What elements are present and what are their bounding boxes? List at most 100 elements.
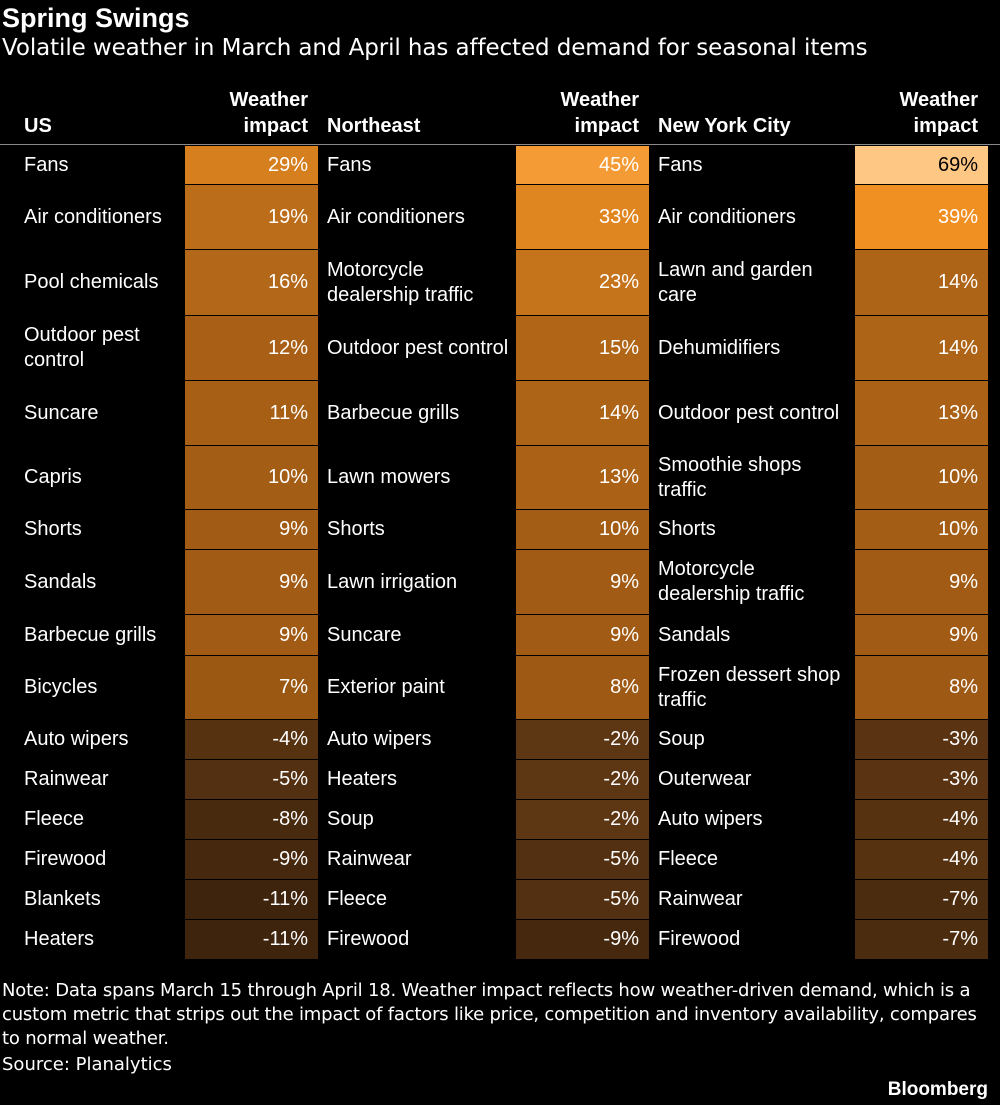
region-0-item-label: Outdoor pest control [24,324,140,371]
region-1-item-label: Soup [327,808,374,830]
region-2-value-text: -4% [942,808,978,830]
region-2-value-text: -4% [942,848,978,870]
region-0-item-label: Firewood [24,848,107,870]
region-2-item-label: Frozen dessert shop traffic [658,663,841,711]
region-2-value-cell: 9% [855,615,988,655]
region-2-value-cell: 10% [855,446,988,509]
region-2-value-text: 10% [937,466,978,488]
region-2-item-label: Sandals [658,623,731,646]
header-divider [0,144,1000,145]
region-1-value-cell: 9% [516,550,649,614]
chart-title: Spring Swings [2,3,190,33]
region-0-value-cell: -5% [185,760,318,799]
region-2-value-text: -7% [942,888,978,910]
region-2-item-label: Lawn and garden care [658,258,813,306]
region-0-value-cell: 16% [185,250,318,315]
region-1-item-label: Rainwear [327,848,412,870]
region-0-value-cell: 11% [185,381,318,445]
region-2-value-cell: -3% [855,720,988,759]
region-0-value-header-line: Weather [229,89,308,111]
region-0-item-label: Pool chemicals [24,271,159,293]
region-0-value-text: -11% [262,888,308,910]
region-2-value-cell: -7% [855,880,988,919]
region-0-item-label: Shorts [24,518,82,540]
region-0-value-cell: -11% [185,920,318,959]
region-0-value-cell: 10% [185,446,318,509]
region-0-value-text: -4% [272,728,308,750]
region-1-item-label: Firewood [327,928,410,950]
region-1-value-cell: 8% [516,656,649,719]
region-1-value-text: 33% [598,205,639,228]
region-0-value-text: 10% [267,466,308,488]
region-1-item-label: Shorts [327,518,385,540]
region-0-value-text: 16% [267,271,308,293]
region-1-value-text: 45% [598,153,639,176]
region-2-value-cell: -4% [855,840,988,879]
region-0-value-cell: 9% [185,510,318,549]
region-2-item-label: Firewood [658,928,741,950]
region-0-item-label: Fleece [24,808,85,830]
region-2-value-text: 9% [949,623,978,646]
region-1-value-cell: 10% [516,510,649,549]
region-0-item-label: Bicycles [24,676,98,698]
region-2-header: New York City [658,115,791,137]
region-1-header: Northeast [327,115,421,137]
region-2-item-label: Outdoor pest control [658,401,840,424]
region-2-item-label: Motorcycle dealership traffic [658,558,805,605]
region-0-value-cell: 7% [185,656,318,719]
region-2-value-header-line: Weather [899,89,978,111]
region-1-value-text: 9% [610,570,639,593]
region-0-item-label: Capris [24,466,82,488]
region-0-item-label: Suncare [24,401,99,424]
region-1-value-header-line: impact [574,115,639,137]
region-1-value-text: -9% [603,928,639,950]
region-2-item-label: Fleece [658,848,719,870]
region-0-value-header-line: impact [243,115,308,137]
region-2-value-text: 39% [937,205,978,228]
region-1-item-label: Lawn irrigation [327,570,458,593]
region-0-value-cell: 12% [185,316,318,380]
region-2-item-label: Fans [658,153,703,176]
region-2-item-label: Auto wipers [658,808,763,830]
region-1-value-cell: 14% [516,381,649,445]
region-0-value-text: -11% [262,928,308,950]
region-2-value-cell: -7% [855,920,988,959]
region-2-value-cell: 39% [855,185,988,249]
region-2-item-label: Smoothie shops traffic [658,453,802,501]
region-1-value-text: -2% [603,728,639,750]
region-2-item-label: Dehumidifiers [658,336,781,359]
region-0-value-cell: -9% [185,840,318,879]
region-1-value-text: -5% [603,888,639,910]
region-0-value-cell: -4% [185,720,318,759]
region-0-item-label: Blankets [24,888,101,910]
region-1-value-text: 9% [610,623,639,646]
region-1-value-cell: -5% [516,840,649,879]
region-2-value-cell: -3% [855,760,988,799]
region-2-value-text: 9% [949,570,978,593]
region-2-value-text: 14% [937,271,978,293]
region-1-item-label: Motorcycle dealership traffic [327,258,474,306]
region-1-value-text: 8% [610,676,639,698]
region-2-value-text: 13% [937,401,978,424]
region-2-value-cell: 69% [855,146,988,184]
region-0-value-text: 19% [267,205,308,228]
region-2-item-label: Rainwear [658,888,743,910]
region-1-value-text: 14% [598,401,639,424]
region-2-value-text: -3% [942,768,978,790]
region-1-value-cell: 45% [516,146,649,184]
region-2-value-text: 14% [937,336,978,359]
region-1-item-label: Fans [327,153,372,176]
region-1-value-header: Weather impact [516,87,639,139]
region-1-value-text: -5% [603,848,639,870]
region-2-value-text: 10% [937,518,978,540]
region-0-value-cell: 9% [185,615,318,655]
region-2-value-cell: 13% [855,381,988,445]
region-0-item-label: Sandals [24,570,97,593]
region-0-value-cell: 9% [185,550,318,614]
region-1-value-cell: -9% [516,920,649,959]
region-1-value-text: -2% [603,768,639,790]
region-2-value-text: 69% [937,153,978,176]
region-1-value-cell: 15% [516,316,649,380]
region-2-item-label: Shorts [658,518,716,540]
